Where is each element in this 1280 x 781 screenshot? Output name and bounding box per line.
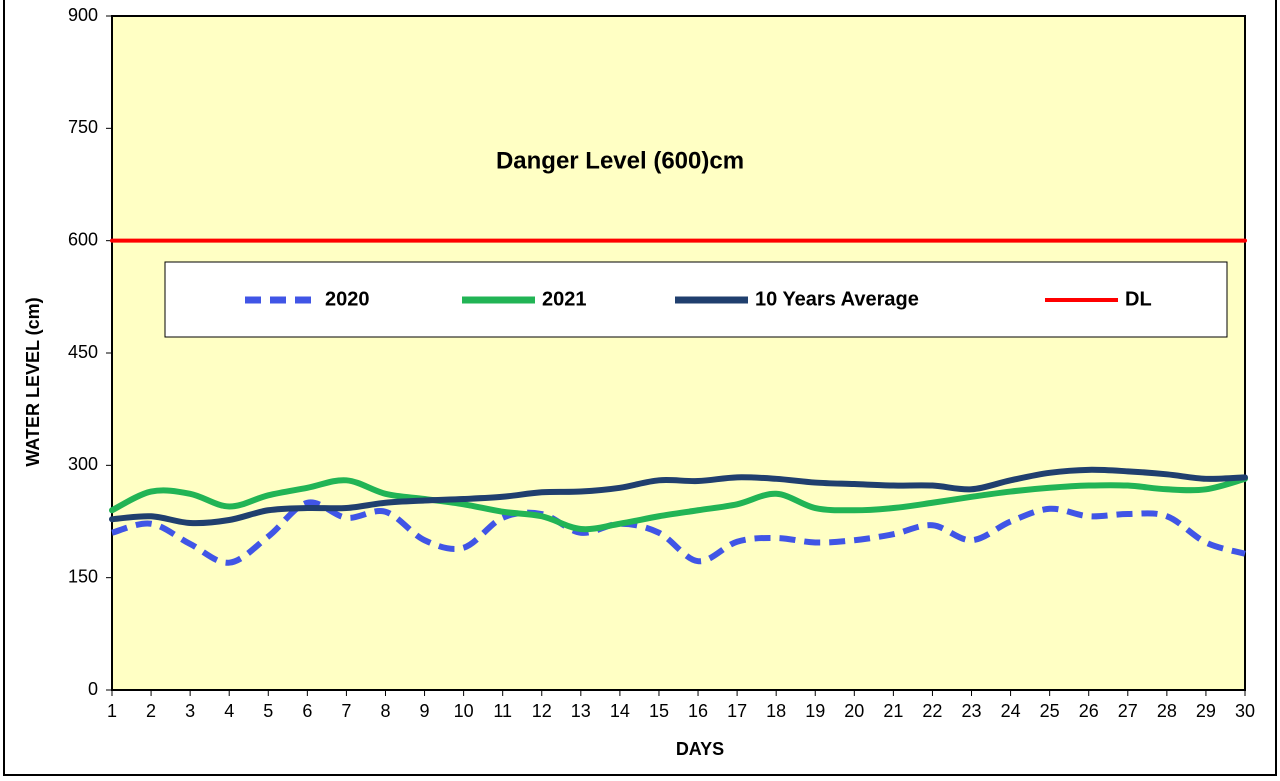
legend-label: DL	[1125, 288, 1152, 310]
x-tick-label: 29	[1196, 701, 1216, 721]
x-tick-label: 16	[688, 701, 708, 721]
x-tick-label: 22	[922, 701, 942, 721]
x-tick-label: 21	[883, 701, 903, 721]
x-tick-label: 23	[962, 701, 982, 721]
annotation: Danger Level (600)cm	[496, 147, 744, 174]
y-tick-label: 900	[68, 5, 98, 25]
x-tick-label: 8	[380, 701, 390, 721]
legend: 2020 2021 10 Years Average DL	[245, 288, 1152, 310]
x-tick-label: 28	[1157, 701, 1177, 721]
y-tick-label: 750	[68, 117, 98, 137]
x-tick-label: 17	[727, 701, 747, 721]
x-axis-title: DAYS	[676, 739, 724, 759]
x-tick-label: 11	[493, 701, 512, 721]
y-tick-label: 0	[88, 679, 98, 699]
x-tick-label: 3	[185, 701, 195, 721]
plot-area	[111, 15, 1246, 691]
x-tick-label: 14	[610, 701, 630, 721]
x-tick-label: 15	[649, 701, 669, 721]
y-axis-title: WATER LEVEL (cm)	[23, 297, 43, 466]
x-tick-label: 20	[844, 701, 864, 721]
lines	[109, 238, 1248, 566]
x-tick-label: 10	[454, 701, 474, 721]
x-tick-label: 26	[1079, 701, 1099, 721]
x-tick-label: 25	[1040, 701, 1060, 721]
x-tick-label: 9	[420, 701, 430, 721]
x-tick-label: 7	[341, 701, 351, 721]
legend-label: 2021	[542, 288, 587, 310]
x-tick-label: 5	[263, 701, 273, 721]
series-line	[109, 466, 1248, 527]
x-tick-label: 27	[1118, 701, 1138, 721]
y-tick-label: 600	[68, 229, 98, 249]
x-tick-label: 30	[1235, 701, 1255, 721]
y-tick-label: 150	[68, 566, 98, 586]
x-tick-label: 18	[766, 701, 786, 721]
x-tick-label: 6	[302, 701, 312, 721]
x-tick-label: 4	[224, 701, 234, 721]
x-tick-label: 2	[146, 701, 156, 721]
y-tick-label: 300	[68, 454, 98, 474]
y-tick-label: 450	[68, 342, 98, 362]
series-line	[111, 499, 1246, 566]
legend-label: 10 Years Average	[755, 288, 919, 310]
x-tick-label: 19	[805, 701, 825, 721]
series-line	[109, 475, 1248, 533]
x-tick-label: 24	[1001, 701, 1021, 721]
x-tick-label: 13	[571, 701, 591, 721]
x-tick-label: 1	[107, 701, 117, 721]
legend-label: 2020	[325, 288, 370, 310]
x-tick-label: 12	[532, 701, 552, 721]
